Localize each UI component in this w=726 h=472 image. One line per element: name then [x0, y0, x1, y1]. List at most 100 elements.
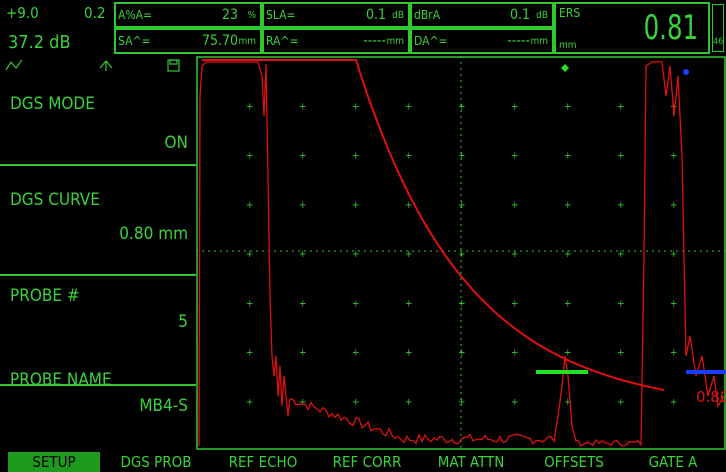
grid-plus-marker: + — [511, 348, 519, 359]
grid-plus-marker: + — [352, 151, 360, 162]
grid-plus-marker: + — [511, 249, 519, 260]
grid-plus-marker: + — [511, 101, 519, 112]
sidebar-item-dgs-mode[interactable]: DGS MODE ON — [0, 56, 196, 166]
grid-plus-marker: + — [670, 249, 678, 260]
grid-plus-marker: + — [299, 200, 307, 211]
menu-ref-corr[interactable]: REF CORR — [332, 453, 402, 471]
gain-offset: +9.0 — [6, 4, 39, 22]
grid-plus-marker: + — [564, 348, 572, 359]
grid-plus-marker: + — [564, 298, 572, 309]
grid-plus-marker: + — [617, 397, 625, 408]
sidebar-item-label: DGS CURVE — [10, 190, 100, 210]
grid-plus-marker: + — [299, 249, 307, 260]
sidebar-item-probe-number[interactable]: PROBE # 5 — [0, 276, 196, 386]
reading-box-2[interactable]: SA^= 75.70 mm — [114, 28, 262, 54]
grid-plus-marker: + — [299, 348, 307, 359]
dgs-curve-label: 0.80 — [696, 388, 726, 406]
sidebar: DGS MODE ON DGS CURVE 0.80 mm PROBE # 5 … — [0, 56, 196, 448]
gate-b-marker — [683, 69, 689, 75]
menu-mat-attn[interactable]: MAT ATTN — [437, 453, 505, 471]
grid-plus-marker: + — [352, 397, 360, 408]
grid-plus-marker: + — [564, 151, 572, 162]
reading-box-4[interactable]: RA^= ----- mm — [262, 28, 410, 54]
grid-plus-marker: + — [299, 151, 307, 162]
grid-plus-marker: + — [405, 298, 413, 309]
grid-plus-marker: + — [405, 249, 413, 260]
reading-unit-5: dB — [536, 10, 548, 21]
grid-plus-marker: + — [352, 101, 360, 112]
menu-dgs-prob[interactable]: DGS PROB — [120, 453, 192, 471]
grid-plus-marker: + — [246, 298, 254, 309]
grid-plus-marker: + — [405, 348, 413, 359]
ascan-svg: + + + + + + + + + + + + + + + + + + + + + + + + + + + + + + + + + + + + + + + +… — [196, 56, 726, 450]
reading-label-1: A%A= — [118, 8, 153, 22]
grid-plus-marker: + — [511, 397, 519, 408]
menu-setup[interactable]: SETUP — [8, 452, 100, 472]
grid-plus-marker: + — [511, 298, 519, 309]
grid-plus-marker: + — [564, 397, 572, 408]
grid-plus-marker: + — [299, 101, 307, 112]
grid-plus-marker: + — [564, 101, 572, 112]
reading-box-3[interactable]: SLA= 0.1 dB — [262, 2, 410, 28]
sidebar-item-value: 5 — [178, 312, 188, 332]
bottom-menu: SETUP DGS PROB REF ECHO REF CORR MAT ATT… — [0, 452, 726, 472]
grid-plus-marker: + — [617, 200, 625, 211]
grid-plus-marker: + — [564, 200, 572, 211]
reading-value-3: 0.1 — [365, 7, 386, 23]
reading-unit-2: mm — [238, 36, 256, 47]
reading-box-6[interactable]: DA^= ----- mm — [410, 28, 554, 54]
battery-icon: 46 — [712, 4, 724, 52]
reading-label-2: SA^= — [118, 34, 151, 48]
sidebar-icons — [5, 59, 180, 72]
sidebar-item-value: MB4-S — [139, 396, 188, 416]
grid-plus-marker: + — [458, 101, 466, 112]
ers-unit: mm — [559, 40, 577, 51]
battery-label: 46 — [713, 37, 724, 47]
grid-plus-marker: + — [299, 397, 307, 408]
sidebar-item-label: DGS MODE — [10, 94, 95, 114]
grid-plus-marker: + — [246, 348, 254, 359]
gain-step: 0.2 — [84, 4, 106, 22]
grid-plus-marker: + — [670, 151, 678, 162]
dgs-curve — [202, 59, 665, 391]
reading-value-4: ----- — [363, 33, 386, 49]
grid-plus-marker: + — [246, 249, 254, 260]
sidebar-item-probe-name[interactable]: PROBE NAME MB4-S — [0, 356, 196, 448]
ers-value: 0.81 — [643, 8, 698, 48]
reading-box-1[interactable]: A%A= 23 % — [114, 2, 262, 28]
arrow-up-icon — [99, 60, 113, 71]
header-bar: +9.0 0.2 37.2 dB A%A= 23 % SA^= 75.70 mm… — [0, 0, 726, 56]
grid-plus-marker: + — [511, 200, 519, 211]
save-icon — [167, 59, 180, 72]
grid-plus-marker: + — [246, 397, 254, 408]
grid-plus-marker: + — [617, 348, 625, 359]
reading-value-5: 0.1 — [509, 7, 530, 23]
grid-plus-marker: + — [617, 249, 625, 260]
ascan-grid: + + + + + + + + + + + + + + + + + + + + + + + + + + + + + + + + + + + + + + + +… — [196, 56, 726, 450]
grid-plus-marker: + — [299, 298, 307, 309]
menu-gate-a[interactable]: GATE A — [648, 453, 698, 471]
reading-value-2: 75.70 — [201, 33, 238, 49]
grid-plus-marker: + — [511, 151, 519, 162]
sidebar-item-dgs-curve[interactable]: DGS CURVE 0.80 mm — [0, 166, 196, 276]
menu-ref-echo[interactable]: REF ECHO — [228, 453, 298, 471]
menu-offsets[interactable]: OFFSETS — [544, 453, 604, 471]
reading-box-5[interactable]: dBrA 0.1 dB — [410, 2, 554, 28]
grid-plus-marker: + — [458, 348, 466, 359]
grid-plus-marker: + — [458, 298, 466, 309]
reading-label-6: DA^= — [414, 34, 448, 48]
grid-plus-marker: + — [405, 200, 413, 211]
grid-plus-marker: + — [352, 298, 360, 309]
ascan-display[interactable]: + + + + + + + + + + + + + + + + + + + + + + + + + + + + + + + + + + + + + + + +… — [196, 56, 726, 450]
ers-label: ERS — [559, 6, 581, 20]
grid-plus-marker: + — [246, 200, 254, 211]
grid-plus-marker: + — [670, 397, 678, 408]
grid-plus-marker: + — [670, 298, 678, 309]
grid-plus-marker: + — [352, 249, 360, 260]
gain-value[interactable]: 37.2 dB — [8, 32, 71, 53]
grid-plus-marker: + — [405, 151, 413, 162]
reading-label-5: dBrA — [414, 8, 441, 22]
gate-a-marker — [561, 64, 569, 72]
ers-box[interactable]: ERS mm 0.81 — [554, 2, 710, 54]
grid-plus-marker: + — [246, 151, 254, 162]
